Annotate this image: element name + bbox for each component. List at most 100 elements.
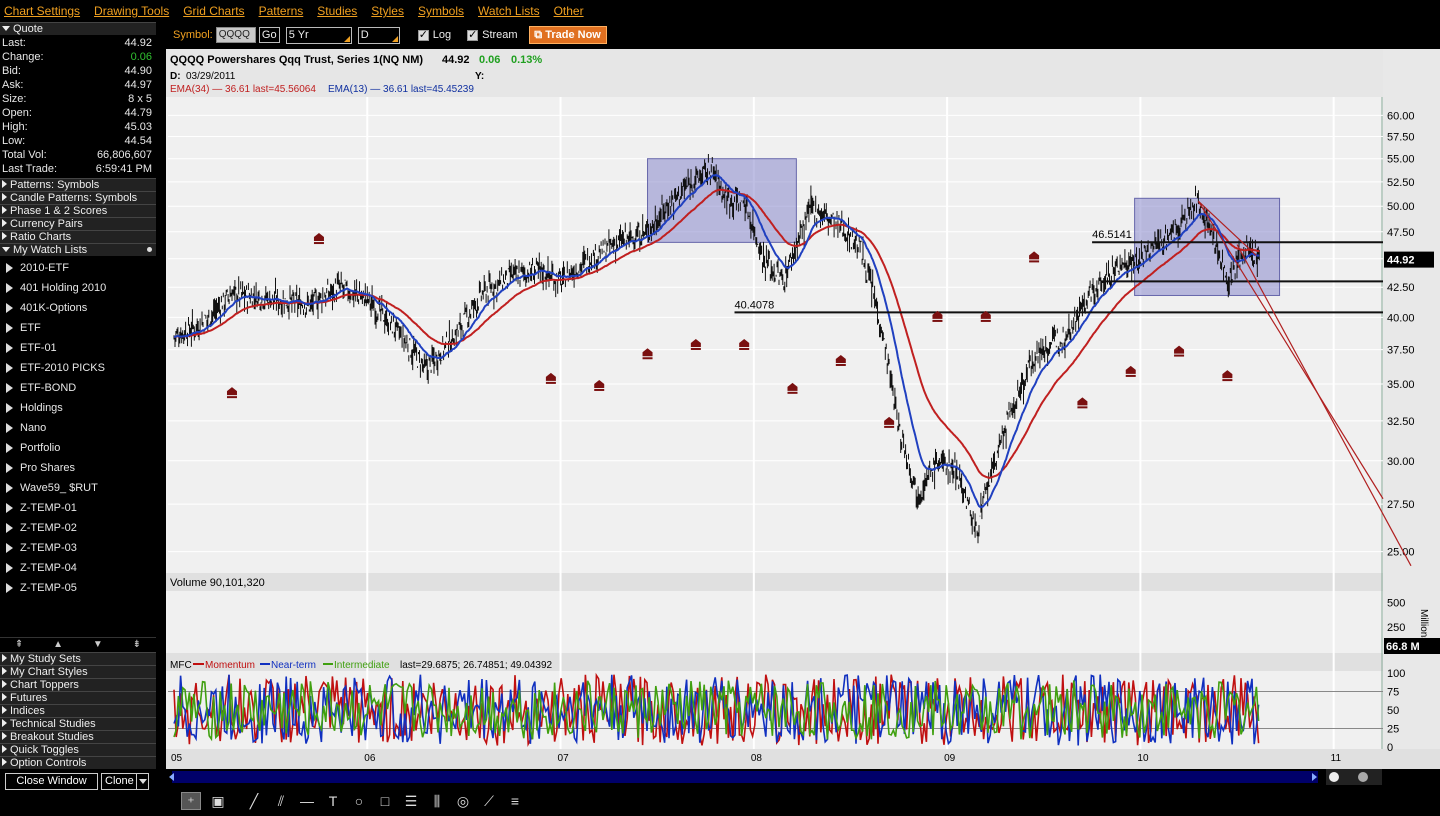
expand-icon (6, 483, 13, 493)
watch-list-label: 401 Holding 2010 (20, 282, 107, 294)
watch-list-item[interactable]: Wave59_ $RUT (0, 478, 156, 498)
pointer-icon[interactable]: ⁺ (181, 792, 201, 810)
menu-styles[interactable]: Styles (371, 4, 404, 18)
watch-list-item[interactable]: Nano (0, 418, 156, 438)
trade-now-button[interactable]: ⧉ Trade Now (528, 26, 607, 44)
watch-list-item[interactable]: Pro Shares (0, 458, 156, 478)
section-breakout-studies[interactable]: Breakout Studies (0, 730, 156, 743)
chart-area[interactable]: QQQQ Powershares Qqq Trust, Series 1(NQ … (166, 49, 1440, 785)
watch-list-item[interactable]: Z-TEMP-04 (0, 558, 156, 578)
menu-studies[interactable]: Studies (317, 4, 358, 18)
close-window-button[interactable]: Close Window (5, 773, 98, 790)
quote-row: Bid: 44.90 (0, 64, 156, 78)
line-tool-icon[interactable]: ╱ (249, 793, 259, 809)
arrow-marker-base (1029, 260, 1040, 263)
interval-select[interactable]: D (357, 26, 400, 44)
arrow-marker (1029, 251, 1040, 260)
section-my-chart-styles[interactable]: My Chart Styles (0, 665, 156, 678)
menu-watch-lists[interactable]: Watch Lists (478, 4, 540, 18)
chevron-down-icon[interactable] (136, 774, 148, 789)
text-tool-icon[interactable]: T (328, 793, 338, 809)
section-my-study-sets[interactable]: My Study Sets (0, 652, 156, 665)
quote-row: Low: 44.54 (0, 134, 156, 148)
log-checkbox[interactable]: Log (417, 28, 451, 41)
symbol-label: Symbol: (173, 29, 213, 41)
menu-patterns[interactable]: Patterns (258, 4, 304, 18)
watch-list-item[interactable]: Z-TEMP-02 (0, 518, 156, 538)
scroll-down-icon[interactable]: ▼ (92, 639, 103, 650)
fan-line (1236, 244, 1412, 567)
checkbox-icon (467, 28, 479, 41)
scroll-bottom-icon[interactable]: ⇟ (132, 639, 142, 650)
arrow-marker (690, 338, 701, 347)
horizontal-line-icon[interactable]: — (300, 793, 314, 809)
spiral-icon[interactable]: ◎ (456, 793, 470, 809)
parallel-lines-icon[interactable]: ⫽ (277, 793, 285, 809)
scroll-controls: ⇞ ▲ ▼ ⇟ (0, 637, 156, 651)
watch-list-label: 401K-Options (20, 302, 88, 314)
watch-list-item[interactable]: 401 Holding 2010 (0, 278, 156, 298)
stream-checkbox[interactable]: Stream (467, 28, 518, 41)
watch-list-item[interactable]: Holdings (0, 398, 156, 418)
watch-list-item[interactable]: Z-TEMP-05 (0, 578, 156, 598)
go-button[interactable]: Go (258, 27, 280, 43)
watch-list-item[interactable]: Portfolio (0, 438, 156, 458)
ema34-line (174, 188, 1260, 479)
clone-button[interactable]: Clone (101, 773, 149, 790)
trade-now-label: Trade Now (545, 29, 601, 41)
ellipse-tool-icon[interactable]: ○ (354, 793, 364, 809)
scroll-top-icon[interactable]: ⇞ (14, 639, 24, 650)
expand-icon (2, 193, 7, 201)
quote-label: Open: (2, 107, 32, 119)
section-option-controls[interactable]: Option Controls (0, 756, 156, 769)
watch-list-item[interactable]: ETF-01 (0, 338, 156, 358)
scroll-up-icon[interactable]: ▲ (53, 639, 64, 650)
mfc-line (173, 674, 1260, 746)
y-label: Y: (475, 71, 484, 82)
menu-drawing-tools[interactable]: Drawing Tools (94, 4, 170, 18)
menu-chart-settings[interactable]: Chart Settings (4, 4, 81, 18)
watch-list-item[interactable]: 2010-ETF (0, 258, 156, 278)
watch-list-item[interactable]: ETF (0, 318, 156, 338)
watch-list-item[interactable]: ETF-2010 PICKS (0, 358, 156, 378)
watch-lists-header[interactable]: My Watch Lists (0, 243, 156, 256)
price-chart[interactable]: QQQQ Powershares Qqq Trust, Series 1(NQ … (166, 49, 1440, 785)
quote-header[interactable]: Quote (0, 22, 156, 35)
rectangle-tool-icon[interactable]: □ (380, 793, 390, 809)
section-currency-pairs[interactable]: Currency Pairs (0, 217, 156, 230)
section-ratio-charts[interactable]: Ratio Charts (0, 230, 156, 243)
watch-list-item[interactable]: Z-TEMP-03 (0, 538, 156, 558)
menu-grid-charts[interactable]: Grid Charts (183, 4, 245, 18)
symbol-input[interactable]: QQQQ (215, 27, 256, 43)
section-futures[interactable]: Futures (0, 691, 156, 704)
expand-icon (6, 343, 13, 353)
fan-tool-icon[interactable]: ⟋ (484, 793, 494, 809)
andrews-pitchfork-icon[interactable]: ≡ (510, 793, 520, 809)
section-chart-toppers[interactable]: Chart Toppers (0, 678, 156, 691)
section-patterns-symbols[interactable]: Patterns: Symbols (0, 178, 156, 191)
watch-list-item[interactable]: 401K-Options (0, 298, 156, 318)
watch-list-label: Z-TEMP-01 (20, 502, 77, 514)
section-indices[interactable]: Indices (0, 704, 156, 717)
fibonacci-icon[interactable]: ☰ (404, 793, 418, 809)
arrow-marker (1222, 370, 1233, 379)
arrow-marker (980, 310, 991, 319)
arrow-marker-base (313, 242, 324, 245)
range-select[interactable]: 5 Yr (285, 26, 352, 44)
menu-other[interactable]: Other (553, 4, 584, 18)
section-technical-studies[interactable]: Technical Studies (0, 717, 156, 730)
y-tick-label: 50.00 (1387, 201, 1415, 213)
section-candle-patterns-symbols[interactable]: Candle Patterns: Symbols (0, 191, 156, 204)
screenshot-icon[interactable]: ▣ (211, 793, 225, 809)
watch-list-item[interactable]: Z-TEMP-01 (0, 498, 156, 518)
section-phase-1-2-scores[interactable]: Phase 1 & 2 Scores (0, 204, 156, 217)
ema13-legend: EMA(13) — 36.61 last=45.45239 (328, 84, 474, 95)
ema34-legend: EMA(34) — 36.61 last=45.56064 (170, 84, 316, 95)
y-tick-label: 27.50 (1387, 499, 1415, 511)
expand-icon (2, 680, 7, 688)
menu-symbols[interactable]: Symbols (417, 4, 464, 18)
watch-list-item[interactable]: ETF-BOND (0, 378, 156, 398)
vertical-lines-icon[interactable]: ⫼ (433, 793, 441, 809)
x-tick-label: 06 (364, 753, 376, 764)
section-quick-toggles[interactable]: Quick Toggles (0, 743, 156, 756)
